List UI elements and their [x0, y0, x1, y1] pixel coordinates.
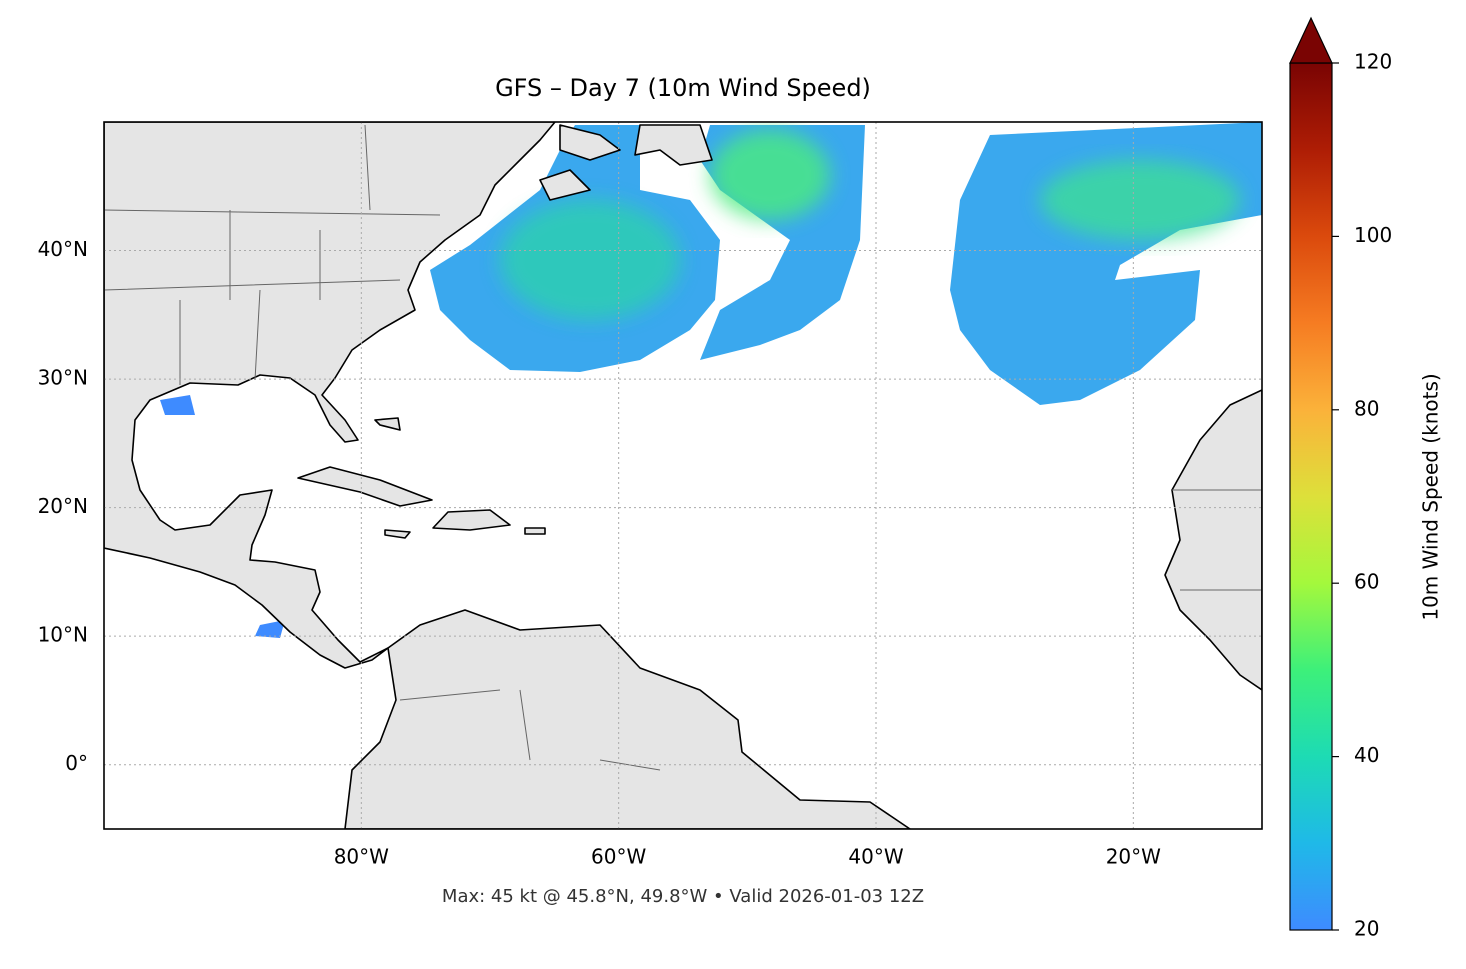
axes: 80°W 60°W 40°W 20°W 0° 10°N 20°N 30°N 40°N [38, 237, 1162, 868]
map-area [104, 122, 1262, 829]
wind-core [1040, 160, 1240, 240]
map-subtitle: Max: 45 kt @ 45.8°N, 49.8°W • Valid 2026… [442, 886, 924, 907]
colorbar-gradient [1289, 62, 1333, 931]
land [104, 122, 1262, 829]
y-tick-label: 0° [65, 751, 88, 775]
y-tick-label: 30°N [38, 366, 88, 390]
colorbar-extend [1289, 16, 1333, 64]
colorbar-tick-label: 60 [1354, 570, 1379, 594]
caribbean-islands [374, 417, 546, 539]
map-frame [103, 121, 1263, 830]
south-america [344, 609, 911, 829]
colorbar-tick-label: 120 [1354, 50, 1392, 74]
x-tick-label: 80°W [334, 845, 389, 869]
y-tick-label: 20°N [38, 494, 88, 518]
colorbar-tick-label: 40 [1354, 743, 1379, 767]
colorbar-tick-label: 100 [1354, 223, 1392, 247]
y-tick-label: 10°N [38, 623, 88, 647]
colorbar: 20 40 60 80 100 120 [1289, 16, 1392, 941]
cuba [297, 466, 433, 507]
map-title: GFS – Day 7 (10m Wind Speed) [495, 74, 871, 102]
wind-field [160, 122, 1262, 638]
north-america [104, 122, 556, 669]
wind-core [710, 130, 830, 220]
colorbar-tick-label: 80 [1354, 396, 1379, 420]
wind-core [500, 200, 680, 320]
x-tick-label: 20°W [1106, 845, 1161, 869]
graticule [104, 122, 1262, 829]
y-tick-label: 40°N [38, 237, 88, 261]
colorbar-tick-label: 20 [1354, 917, 1379, 941]
colorbar-label: 10m Wind Speed (knots) [1419, 373, 1443, 620]
borders [104, 124, 1262, 771]
x-tick-label: 60°W [591, 845, 646, 869]
canada-islands [539, 124, 713, 201]
x-tick-label: 40°W [848, 845, 903, 869]
africa [1164, 389, 1262, 691]
